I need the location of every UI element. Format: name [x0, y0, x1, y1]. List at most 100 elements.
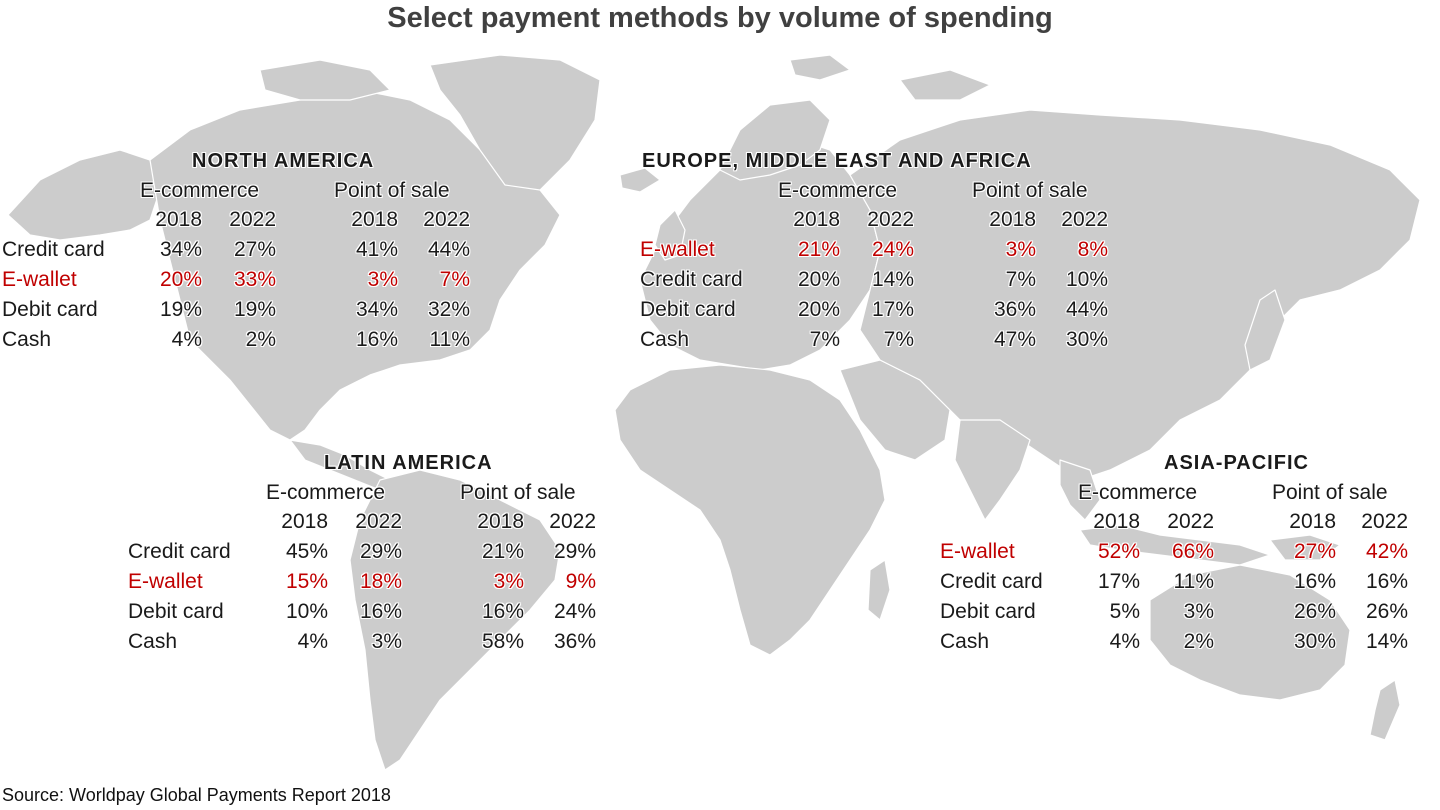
share-value: 10% [1065, 268, 1108, 291]
table-row: E-wallet 52% 66% 27% 42% [940, 540, 1420, 570]
landmass-asia [849, 109, 1421, 481]
share-value: 4% [297, 630, 328, 653]
share-value: 17% [1097, 570, 1140, 593]
table-row: Cash 4% 3% 58% 36% [128, 630, 608, 660]
share-value: 27% [233, 238, 276, 261]
share-value: 21% [797, 238, 840, 261]
year-header: 2018 [351, 208, 398, 231]
landmass-uk [654, 209, 686, 261]
year-header: 2018 [1093, 510, 1140, 533]
region-name: EUROPE, MIDDLE EAST AND AFRICA [642, 150, 1032, 172]
landmass-alaska [7, 149, 161, 241]
payment-method-label: Debit card [640, 298, 736, 321]
group-header-ecommerce: E-commerce [140, 179, 260, 202]
share-value: 3% [367, 268, 398, 291]
landmass-iceland [619, 167, 661, 193]
payment-method-label: E-wallet [128, 570, 203, 593]
payment-method-label: Debit card [2, 298, 98, 321]
share-value: 10% [285, 600, 328, 623]
share-value: 27% [1293, 540, 1336, 563]
share-value: 34% [355, 298, 398, 321]
region-name: ASIA-PACIFIC [1164, 452, 1309, 474]
share-value: 66% [1171, 540, 1214, 563]
landmass-australia [1149, 564, 1351, 701]
table-row: Debit card 20% 17% 36% 44% [640, 298, 1120, 328]
table-row: Credit card 45% 29% 21% 29% [128, 540, 608, 570]
table-row: E-wallet 21% 24% 3% 8% [640, 238, 1120, 268]
share-value: 16% [359, 600, 402, 623]
share-value: 44% [427, 238, 470, 261]
share-value: 36% [553, 630, 596, 653]
share-value: 5% [1109, 600, 1140, 623]
share-value: 33% [233, 268, 276, 291]
payment-method-label: Cash [2, 328, 52, 351]
year-header: 2022 [1061, 208, 1108, 231]
year-header: 2022 [867, 208, 914, 231]
table-row: Debit card 10% 16% 16% 24% [128, 600, 608, 630]
share-value: 3% [1183, 600, 1214, 623]
share-value: 47% [993, 328, 1036, 351]
share-value: 16% [1293, 570, 1336, 593]
landmass-svalbard [789, 54, 851, 81]
region-table-north-america: NORTH AMERICA E-commerce Point of sale 2… [2, 150, 482, 360]
group-header-pos: Point of sale [460, 481, 576, 504]
share-value: 7% [809, 328, 840, 351]
region-table-asia-pacific: ASIA-PACIFIC E-commerce Point of sale 20… [940, 452, 1420, 662]
share-value: 29% [359, 540, 402, 563]
table-row: Cash 4% 2% 16% 11% [2, 328, 482, 358]
table-row: Debit card 19% 19% 34% 32% [2, 298, 482, 328]
group-header-pos: Point of sale [1272, 481, 1388, 504]
share-value: 21% [481, 540, 524, 563]
year-header: 2018 [793, 208, 840, 231]
share-value: 45% [285, 540, 328, 563]
payment-method-label: Cash [128, 630, 178, 653]
year-header: 2018 [1289, 510, 1336, 533]
landmass-novaya-zemlya [899, 69, 991, 101]
payment-method-label: E-wallet [940, 540, 1015, 563]
region-table-latin-america: LATIN AMERICA E-commerce Point of sale 2… [128, 452, 608, 662]
share-value: 17% [871, 298, 914, 321]
share-value: 41% [355, 238, 398, 261]
year-header: 2022 [1361, 510, 1408, 533]
source-note: Source: Worldpay Global Payments Report … [2, 785, 391, 805]
table-row: Credit card 20% 14% 7% 10% [640, 268, 1120, 298]
landmass-africa [614, 364, 886, 656]
share-value: 32% [427, 298, 470, 321]
share-value: 19% [159, 298, 202, 321]
table-row: Credit card 34% 27% 41% 44% [2, 238, 482, 268]
group-header-ecommerce: E-commerce [1078, 481, 1198, 504]
year-header: 2022 [355, 510, 402, 533]
share-value: 9% [565, 570, 596, 593]
share-value: 36% [993, 298, 1036, 321]
share-value: 3% [1005, 238, 1036, 261]
share-value: 11% [429, 328, 470, 351]
payment-method-label: Cash [640, 328, 690, 351]
share-value: 16% [355, 328, 398, 351]
share-value: 42% [1365, 540, 1408, 563]
share-value: 2% [1183, 630, 1214, 653]
payment-method-label: Cash [940, 630, 990, 653]
share-value: 14% [871, 268, 914, 291]
table-row: Cash 4% 2% 30% 14% [940, 630, 1420, 660]
payment-method-label: Credit card [128, 540, 231, 563]
share-value: 7% [883, 328, 914, 351]
landmass-new-zealand [1369, 679, 1401, 741]
group-header-pos: Point of sale [972, 179, 1088, 202]
share-value: 26% [1293, 600, 1336, 623]
share-value: 20% [159, 268, 202, 291]
share-value: 2% [245, 328, 276, 351]
table-row: E-wallet 15% 18% 3% 9% [128, 570, 608, 600]
year-header: 2022 [423, 208, 470, 231]
share-value: 58% [481, 630, 524, 653]
landmass-madagascar [867, 559, 891, 621]
landmass-indonesia [1079, 524, 1271, 566]
year-header: 2018 [989, 208, 1036, 231]
year-header: 2018 [155, 208, 202, 231]
region-name: LATIN AMERICA [324, 452, 493, 474]
landmass-new-guinea [1269, 534, 1341, 561]
share-value: 4% [1109, 630, 1140, 653]
payment-method-label: Credit card [2, 238, 105, 261]
share-value: 16% [1365, 570, 1408, 593]
share-value: 34% [159, 238, 202, 261]
